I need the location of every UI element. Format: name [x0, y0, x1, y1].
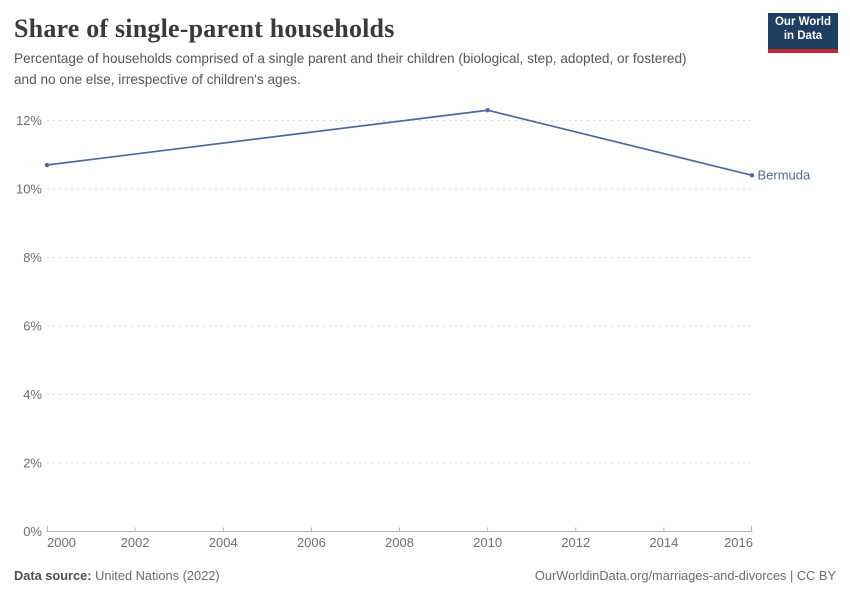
- data-source: Data source: United Nations (2022): [14, 568, 220, 583]
- chart-title: Share of single-parent households: [14, 14, 395, 43]
- x-tick-label: 2012: [561, 535, 590, 550]
- x-tick-label: 2004: [209, 535, 238, 550]
- y-tick-label: 12%: [16, 113, 42, 128]
- data-point: [44, 162, 50, 168]
- data-source-value: United Nations (2022): [95, 568, 220, 583]
- x-tick-label: 2002: [121, 535, 150, 550]
- y-tick-label: 4%: [23, 387, 42, 402]
- y-tick-label: 6%: [23, 319, 42, 334]
- x-tick-label: 2006: [297, 535, 326, 550]
- data-point: [485, 108, 490, 113]
- x-tick-label: 2010: [473, 535, 502, 550]
- owid-logo[interactable]: Our World in Data: [768, 13, 838, 53]
- y-tick-label: 8%: [23, 250, 42, 265]
- x-tick-label: 2008: [385, 535, 414, 550]
- x-tick-label: 2014: [649, 535, 678, 550]
- x-tick-label: 2016: [724, 535, 753, 550]
- chart-footer: Data source: United Nations (2022) OurWo…: [14, 568, 836, 583]
- x-tick-label: 2000: [47, 535, 76, 550]
- series-label: Bermuda: [758, 168, 812, 183]
- data-point: [749, 173, 755, 178]
- y-tick-label: 0%: [23, 524, 42, 539]
- chart-subtitle: Percentage of households comprised of a …: [14, 51, 687, 87]
- y-tick-label: 10%: [16, 182, 42, 197]
- data-source-label: Data source:: [14, 568, 92, 583]
- footer-link[interactable]: OurWorldinData.org/marriages-and-divorce…: [534, 568, 836, 583]
- logo-line1: Our World: [774, 16, 831, 28]
- logo-line2: in Data: [783, 29, 823, 42]
- data-line: [46, 109, 753, 177]
- y-tick-label: 2%: [23, 456, 42, 471]
